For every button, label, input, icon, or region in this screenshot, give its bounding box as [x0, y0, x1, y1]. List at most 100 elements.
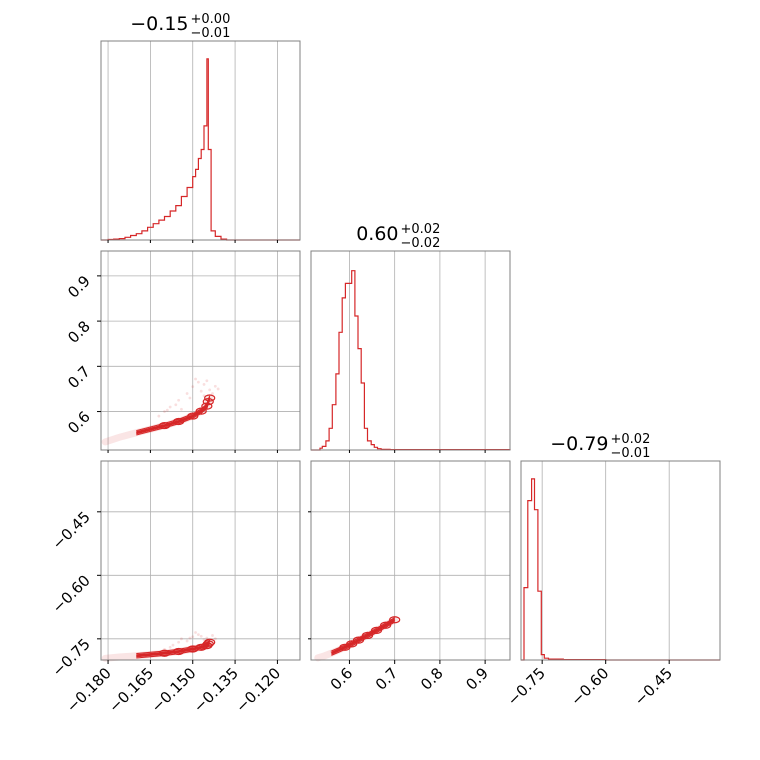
x-tick-label: −0.75 — [504, 664, 549, 709]
scatter-point — [199, 634, 203, 638]
contour-ring — [187, 645, 199, 653]
scatter-point — [157, 414, 161, 418]
contour-ring — [204, 394, 216, 402]
contour-ring — [204, 638, 216, 646]
scatter-point — [185, 392, 189, 395]
contour-ring — [202, 398, 214, 406]
title-plus-2: +0.02 — [611, 432, 651, 447]
y-tick-label: 0.6 — [64, 408, 94, 438]
x-tick-label: −0.150 — [148, 664, 200, 716]
contour-ring — [389, 616, 401, 624]
y-tick-label: −0.75 — [49, 635, 94, 680]
scatter-point — [191, 385, 195, 389]
contour-ring — [158, 421, 171, 430]
scatter-point — [208, 388, 212, 392]
scatter-point — [180, 637, 183, 641]
scatter-point — [174, 403, 178, 407]
x-tick-label: 0.8 — [417, 664, 447, 694]
title-plus-1: +0.02 — [401, 222, 441, 237]
scatter-point — [202, 383, 206, 386]
scatter-point — [202, 638, 206, 642]
contour-ring — [201, 402, 213, 410]
contour-line — [136, 641, 211, 657]
scatter-point — [196, 380, 200, 384]
contour-ring — [195, 407, 207, 415]
scatter-point — [188, 636, 192, 640]
scatter-point — [191, 635, 195, 639]
contour-ring — [346, 640, 358, 648]
y-tick-label: 0.8 — [64, 317, 94, 347]
x-tick-label: −0.165 — [105, 664, 157, 716]
contour-ring — [380, 621, 392, 629]
scatter-panel-1-2 — [310, 460, 511, 662]
x-tick-label: −0.120 — [232, 664, 284, 716]
x-tick-label: 0.6 — [327, 664, 357, 694]
x-tick-label: −0.135 — [190, 664, 242, 716]
scatter-point — [213, 384, 217, 388]
scatter-point — [205, 379, 209, 383]
scatter-point — [168, 645, 172, 649]
title-minus-1: −0.02 — [401, 236, 441, 251]
contour-ring — [173, 647, 185, 656]
scatter-point — [194, 631, 197, 634]
contour-ring — [370, 626, 383, 634]
scatter-point — [216, 387, 220, 391]
histogram-panel-1: 0.60 +0.02−0.02 — [310, 222, 511, 451]
scatter-point — [163, 410, 166, 413]
title-median-1: 0.60 — [356, 223, 398, 245]
x-tick-label: −0.45 — [631, 664, 676, 709]
contour-line — [136, 400, 211, 436]
histogram-panel-2: −0.79 +0.02−0.01 — [520, 432, 721, 661]
y-tick-label: 0.7 — [64, 362, 94, 392]
panel-frame — [310, 250, 511, 451]
scatter-point — [211, 392, 214, 395]
contour-ring — [195, 643, 207, 651]
scatter-point — [205, 636, 209, 640]
panel-frame — [310, 460, 511, 661]
density-band — [101, 394, 214, 446]
y-tick-label: 0.9 — [64, 272, 94, 302]
scatter-point — [188, 396, 192, 400]
title-minus-2: −0.01 — [611, 446, 651, 461]
y-tick-label: −0.60 — [49, 571, 94, 616]
contour-ring — [352, 636, 365, 644]
title-median-0: −0.15 — [130, 13, 188, 35]
scatter-point — [171, 643, 175, 647]
histogram-step — [101, 58, 300, 241]
scatter-point — [196, 633, 200, 636]
x-tick-label: −0.60 — [567, 664, 612, 709]
scatter-point — [177, 398, 181, 402]
scatter-point — [177, 640, 181, 644]
contour-ring — [158, 649, 171, 657]
panel-frame — [100, 40, 301, 241]
scatter-panel-0-1 — [100, 250, 301, 451]
x-tick-label: 0.7 — [372, 664, 402, 694]
scatter-point — [165, 408, 169, 412]
panel-frame — [100, 250, 301, 451]
title-minus-0: −0.01 — [191, 26, 231, 41]
scatter-point — [194, 377, 197, 381]
y-tick-label: −0.45 — [49, 508, 94, 553]
x-tick-label: −0.180 — [63, 664, 115, 716]
histogram-step — [521, 478, 720, 661]
contour-ring — [187, 412, 199, 420]
contour-line — [331, 621, 395, 656]
contour-ring — [361, 631, 374, 640]
histogram-step — [311, 270, 511, 451]
scatter-point — [211, 634, 214, 637]
title-plus-0: +0.00 — [191, 12, 231, 27]
scatter-point — [185, 639, 189, 643]
x-tick-label: 0.9 — [462, 664, 492, 694]
scatter-point — [180, 407, 183, 411]
histogram-panel-0: −0.15 +0.00−0.01 — [100, 12, 301, 241]
scatter-panel-0-2 — [100, 460, 301, 662]
scatter-point — [168, 405, 172, 409]
panel-frame — [100, 460, 301, 661]
contour-ring — [173, 417, 185, 426]
panel-frame — [520, 460, 721, 661]
scatter-point — [199, 389, 203, 393]
scatter-point — [213, 637, 217, 641]
title-median-2: −0.79 — [550, 433, 608, 455]
